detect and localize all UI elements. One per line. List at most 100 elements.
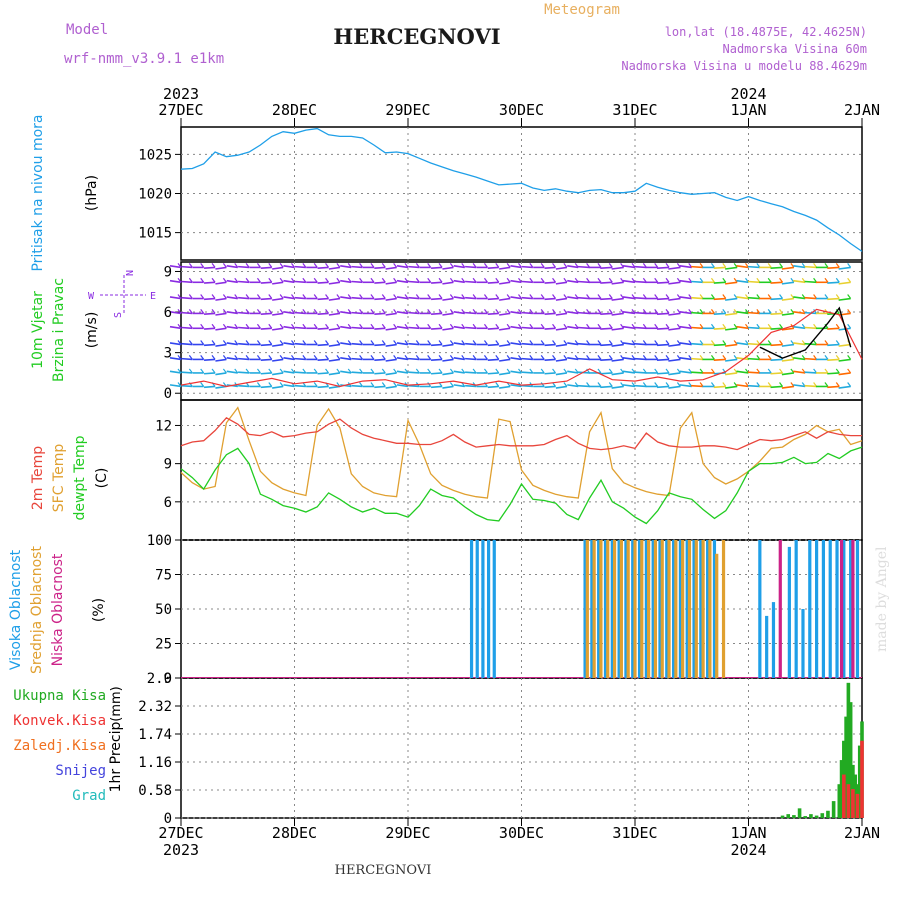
wind-arrow	[294, 384, 306, 388]
high-cloud-bar	[624, 540, 628, 678]
wind-arrow-head	[336, 340, 341, 345]
wind-arrow-head	[495, 263, 500, 268]
wind-arrow	[203, 372, 216, 375]
mid-cloud-bar	[640, 540, 644, 678]
wind-arrow-head	[722, 277, 727, 283]
wind-arrow-head	[552, 340, 557, 345]
high-cloud-bar	[590, 540, 594, 678]
wind-arrow	[668, 327, 681, 331]
wind-arrow-head	[245, 309, 250, 314]
wind-arrow-head	[495, 323, 500, 329]
wind-arrow	[385, 372, 397, 376]
conv-precip-bar	[855, 793, 860, 818]
wind-arrow	[747, 311, 760, 315]
wind-arrow	[283, 384, 295, 388]
wind-arrow-head	[438, 309, 443, 314]
wind-arrow	[283, 311, 295, 315]
wind-arrow	[317, 327, 329, 330]
wind-arrow	[328, 385, 341, 389]
wind-arrow	[396, 296, 409, 300]
wind-arrow	[600, 312, 613, 316]
wind-arrow	[203, 297, 216, 301]
wind-arrow-head	[835, 309, 840, 314]
wind-arrow-head	[291, 368, 295, 374]
wind-arrow	[827, 281, 840, 284]
wind-arrow-head	[256, 323, 261, 329]
wind-arrow	[544, 297, 556, 301]
wind-arrow-head	[370, 340, 375, 345]
wind-arrow	[396, 325, 409, 330]
top-date-label: 1JAN	[730, 101, 766, 119]
wind-arrow-head	[256, 355, 261, 360]
wind-arrow	[430, 266, 443, 270]
wind-arrow	[781, 297, 795, 301]
wind-arrow-head	[710, 263, 715, 268]
temp-unit-label: (C)	[94, 468, 110, 489]
wind-arrow-head	[359, 323, 364, 329]
wind-arrow-head	[291, 309, 295, 314]
wind-arrow	[793, 311, 806, 315]
wind-arrow	[487, 358, 499, 362]
y-tick-label: 50	[155, 602, 172, 618]
wind-arrow-head	[733, 340, 738, 345]
wind-arrow	[770, 312, 783, 316]
wind-arrow	[374, 385, 386, 389]
wind-arrow-head	[177, 323, 182, 329]
total-precip-bar	[848, 702, 853, 818]
wind-arrow	[328, 297, 341, 301]
wind-arrow	[611, 312, 624, 316]
top-date-label: 30DEC	[499, 101, 544, 119]
wind-arrow	[226, 325, 238, 330]
wind-arrow-head	[381, 309, 386, 314]
mid-cloud-bar	[585, 540, 589, 678]
wind-arrow-head	[438, 368, 443, 374]
wind-arrow-head	[404, 309, 409, 314]
wind-arrow-head	[495, 277, 500, 283]
wind-arrow-head	[563, 263, 568, 268]
wind-arrow	[385, 312, 397, 316]
wind-arrow-head	[313, 309, 318, 314]
wind-arrow-head	[449, 309, 454, 314]
wind-arrow	[770, 327, 783, 330]
wind-arrow-head	[654, 309, 659, 314]
wind-arrow-head	[234, 355, 239, 360]
wind-arrow	[317, 343, 329, 347]
wind-arrow-head	[381, 368, 386, 374]
wind-arrow	[294, 371, 306, 374]
wind-arrow	[442, 312, 454, 316]
wind-arrow	[600, 266, 613, 270]
wind-arrow	[725, 266, 738, 270]
wind-arrow	[374, 281, 386, 284]
y-tick-label: 1.16	[138, 755, 172, 771]
wind-arrow-head	[347, 294, 352, 299]
wind-arrow	[328, 327, 341, 331]
wind-arrow	[351, 280, 363, 284]
wind-arrow	[622, 279, 636, 284]
wind-arrow-head	[767, 382, 772, 387]
mid-cloud-bar	[633, 540, 637, 678]
wind-arrow-head	[427, 355, 432, 360]
wind-arrow	[465, 371, 477, 374]
wind-arrow-head	[767, 277, 772, 283]
wind-arrow-head	[336, 309, 341, 314]
wind-arrow-head	[824, 340, 829, 345]
wind-arrow	[351, 357, 363, 361]
wind-arrow-head	[472, 294, 477, 299]
wind-arrow	[430, 312, 443, 316]
wind-arrow-head	[200, 277, 205, 283]
wind-arrow-head	[733, 368, 738, 374]
high-cloud-bar	[815, 540, 819, 678]
high-cloud-bar	[486, 540, 491, 678]
wind-arrow-head	[256, 277, 261, 283]
wind-arrow	[804, 280, 817, 284]
wind-arrow	[521, 371, 533, 374]
wind-arrow	[169, 311, 182, 315]
wind-arrow	[713, 297, 726, 301]
wind-arrow-head	[847, 277, 852, 283]
wind-arrow	[453, 370, 465, 374]
wind-arrow	[499, 297, 511, 301]
wind-arrow	[691, 280, 704, 284]
wind-arrow	[770, 343, 783, 347]
y-tick-label: 3	[164, 346, 172, 362]
wind-arrow	[656, 372, 670, 375]
